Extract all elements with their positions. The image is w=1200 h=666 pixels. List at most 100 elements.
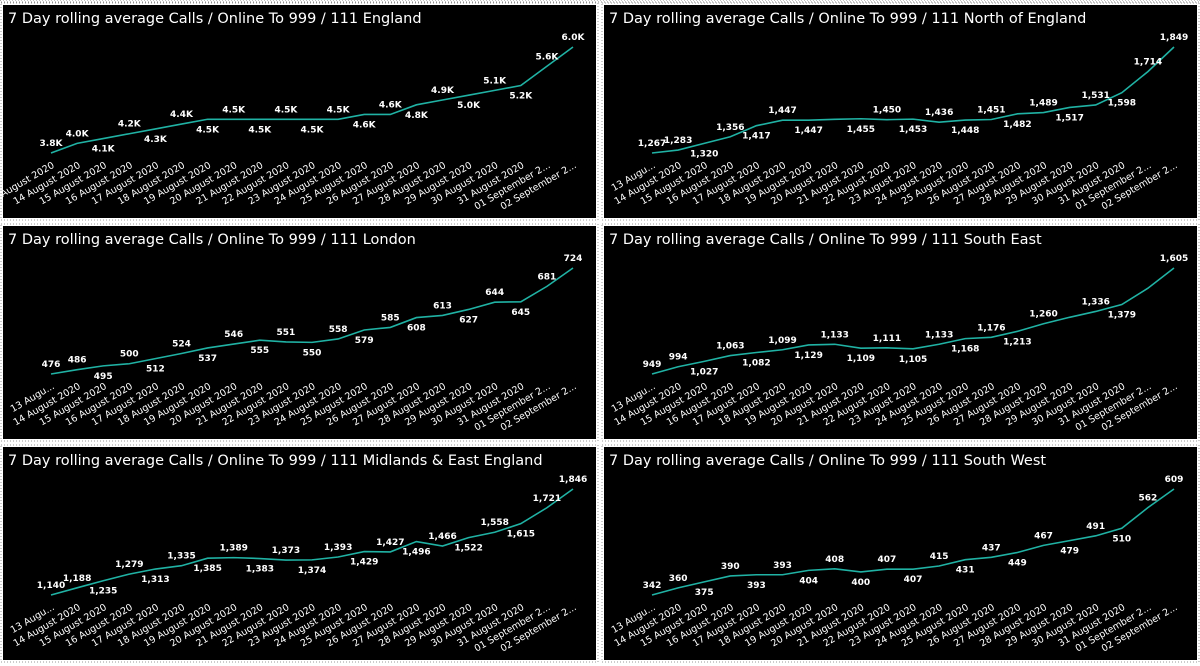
- data-label: 393: [773, 561, 792, 571]
- data-label: 4.2K: [118, 120, 142, 130]
- data-label: 627: [459, 315, 478, 325]
- data-label: 1,373: [272, 546, 300, 556]
- data-label: 500: [120, 350, 139, 360]
- data-label: 551: [277, 328, 296, 338]
- data-label: 644: [485, 288, 504, 298]
- panel-background: [604, 5, 1197, 218]
- data-label: 1,455: [847, 125, 875, 135]
- data-label: 1,429: [350, 558, 378, 568]
- data-label: 546: [224, 330, 243, 340]
- data-label: 510: [1112, 534, 1131, 544]
- data-label: 1,335: [167, 552, 195, 562]
- data-label: 1,111: [873, 334, 901, 344]
- trend-line: [651, 267, 1175, 375]
- data-label: 537: [198, 354, 217, 364]
- data-label: 4.5K: [274, 105, 298, 115]
- data-label: 1,235: [89, 587, 117, 597]
- data-label: 1,260: [1029, 310, 1057, 320]
- data-label: 1,105: [899, 355, 927, 365]
- data-label: 390: [721, 562, 740, 572]
- data-label: 609: [1165, 475, 1184, 485]
- data-label: 1,453: [899, 125, 927, 135]
- data-label: 555: [250, 346, 269, 356]
- data-label: 1,482: [1003, 120, 1031, 130]
- data-label: 342: [643, 581, 662, 591]
- data-label: 949: [643, 360, 662, 370]
- data-label: 1,133: [925, 330, 953, 340]
- data-label: 1,188: [63, 574, 91, 584]
- data-label: 1,383: [246, 565, 274, 575]
- data-label: 4.9K: [431, 86, 455, 96]
- data-label: 4.5K: [248, 125, 272, 135]
- data-label: 415: [930, 552, 949, 562]
- trend-line: [50, 46, 574, 154]
- data-label: 613: [433, 301, 452, 311]
- chart-panel: 7 Day rolling average Calls / Online To …: [601, 2, 1200, 221]
- data-label: 4.5K: [327, 105, 351, 115]
- data-label: 1,176: [977, 323, 1005, 333]
- data-label: 1,379: [1108, 311, 1136, 321]
- trend-line: [651, 488, 1175, 596]
- data-label: 393: [747, 581, 766, 591]
- data-label: 4.6K: [353, 120, 377, 130]
- data-label: 1,721: [533, 494, 561, 504]
- data-label: 1,389: [219, 544, 247, 554]
- chart-panel: 7 Day rolling average Calls / Online To …: [0, 2, 599, 221]
- data-label: 1,374: [298, 566, 326, 576]
- data-label: 1,522: [454, 544, 482, 554]
- data-label: 1,558: [480, 518, 508, 528]
- data-label: 1,356: [716, 123, 744, 133]
- chart-panel: 7 Day rolling average Calls / Online To …: [0, 444, 599, 663]
- data-label: 1,517: [1055, 113, 1083, 123]
- data-label: 1,451: [977, 105, 1005, 115]
- data-label: 5.0K: [457, 101, 481, 111]
- data-label: 1,279: [115, 560, 143, 570]
- data-label: 645: [511, 308, 530, 318]
- chart-title: 7 Day rolling average Calls / Online To …: [609, 453, 1046, 469]
- data-label: 1,283: [664, 136, 692, 146]
- data-label: 4.3K: [144, 135, 168, 145]
- panel-background: [604, 226, 1197, 439]
- data-label: 1,393: [324, 543, 352, 553]
- trend-line: [50, 267, 574, 375]
- data-label: 408: [825, 555, 844, 565]
- data-label: 5.1K: [483, 76, 507, 86]
- data-label: 512: [146, 365, 165, 375]
- panel-background: [3, 226, 596, 439]
- data-label: 4.6K: [379, 100, 403, 110]
- data-label: 608: [407, 324, 426, 334]
- data-label: 558: [329, 325, 348, 335]
- data-label: 1,531: [1081, 91, 1109, 101]
- data-label: 4.1K: [92, 145, 116, 155]
- data-label: 437: [982, 543, 1001, 553]
- data-label: 6.0K: [562, 33, 586, 43]
- data-label: 1,082: [742, 359, 770, 369]
- data-label: 1,448: [951, 126, 979, 136]
- data-label: 1,447: [794, 126, 822, 136]
- data-label: 1,267: [638, 139, 666, 149]
- data-label: 3.8K: [40, 139, 64, 149]
- data-label: 407: [878, 555, 897, 565]
- data-label: 404: [799, 576, 818, 586]
- data-label: 5.6K: [535, 52, 559, 62]
- data-label: 1,133: [820, 330, 848, 340]
- data-label: 4.0K: [66, 129, 90, 139]
- panel-border: [601, 2, 1200, 221]
- data-label: 724: [564, 254, 583, 264]
- top-border: [0, 0, 1200, 3]
- panel-border: [0, 2, 599, 221]
- panel-background: [3, 5, 596, 218]
- panel-border: [601, 223, 1200, 442]
- data-label: 1,496: [402, 548, 430, 558]
- data-label: 1,417: [742, 132, 770, 142]
- data-label: 524: [172, 339, 191, 349]
- data-label: 4.5K: [196, 125, 220, 135]
- data-label: 994: [669, 353, 688, 363]
- data-label: 1,129: [794, 351, 822, 361]
- trend-line: [50, 488, 574, 596]
- chart-title: 7 Day rolling average Calls / Online To …: [8, 232, 416, 248]
- chart-panel: 7 Day rolling average Calls / Online To …: [601, 444, 1200, 663]
- data-label: 486: [68, 356, 87, 366]
- data-label: 1,849: [1160, 33, 1188, 43]
